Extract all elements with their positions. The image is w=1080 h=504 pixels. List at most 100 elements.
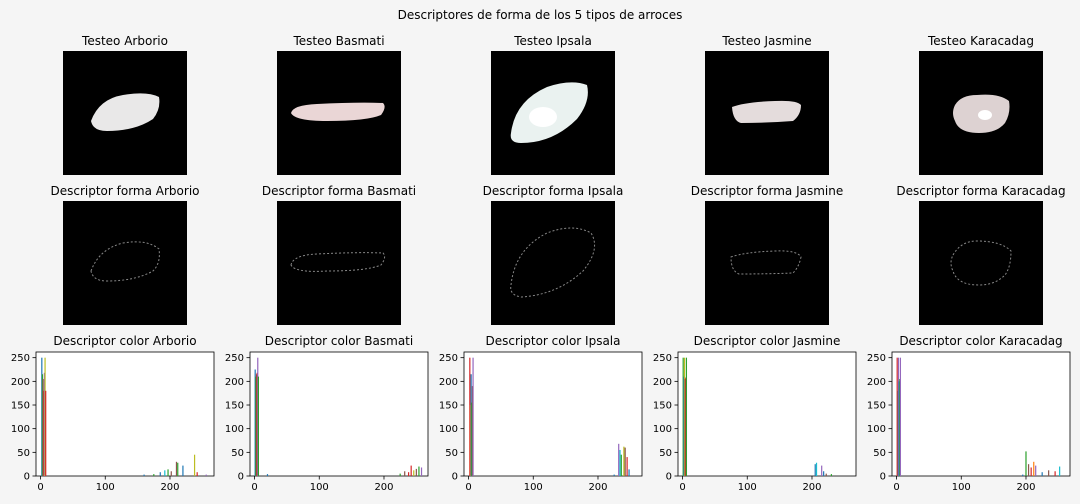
shape-title-jasmine: Descriptor forma Jasmine [690, 184, 844, 198]
histogram-bar [683, 357, 686, 476]
histogram-4: 0 50 100 150 200 250 0 100 200 [867, 351, 1071, 493]
histogram-bar [613, 474, 615, 476]
histogram-bar [257, 357, 259, 476]
histogram-bar [1027, 464, 1030, 476]
y-tick-label: 250 [653, 353, 672, 364]
x-tick-label: 0 [679, 482, 685, 493]
histogram-bar [182, 465, 184, 476]
y-tick-label: 50 [873, 448, 886, 459]
rice-image-jasmine [705, 51, 829, 175]
y-tick-label: 0 [880, 472, 886, 483]
y-tick-label: 250 [11, 353, 30, 364]
histogram-bar [470, 374, 472, 476]
histogram-bar [899, 357, 902, 476]
x-tick-label: 200 [588, 482, 607, 493]
histogram-bar [404, 471, 406, 476]
histogram-bar [43, 390, 45, 476]
histogram-bar [44, 357, 46, 476]
histogram-bar [684, 378, 686, 476]
histogram-bar [164, 470, 166, 476]
y-tick-label: 200 [867, 377, 886, 388]
x-tick-label: 100 [524, 482, 543, 493]
histogram-bar [1033, 461, 1035, 476]
histogram-bar [683, 376, 685, 476]
x-tick-label: 200 [1016, 482, 1035, 493]
histogram-bar [257, 376, 260, 476]
histogram-bar [196, 472, 198, 476]
x-tick-label: 100 [96, 482, 115, 493]
histogram-bar [175, 461, 178, 476]
y-tick-label: 150 [225, 401, 244, 412]
histogram-bar [415, 468, 417, 476]
histogram-frame [249, 351, 429, 477]
image-title-karacadag: Testeo Karacadag [927, 34, 1034, 48]
histogram-bar [825, 473, 827, 476]
histogram-bar [897, 357, 900, 476]
histogram-bar [896, 357, 898, 476]
histogram-bar [41, 374, 44, 476]
histogram-bar [898, 381, 900, 476]
y-tick-label: 0 [452, 472, 458, 483]
image-title-arborio: Testeo Arborio [82, 34, 168, 48]
y-tick-label: 200 [439, 377, 458, 388]
histogram-bar [1048, 470, 1050, 476]
histogram-bar [469, 405, 472, 476]
x-tick-label: 100 [310, 482, 329, 493]
x-tick-label: 200 [160, 482, 179, 493]
histogram-bar [619, 449, 621, 476]
image-title-ipsala: Testeo Ipsala [514, 34, 592, 48]
histogram-bar [143, 474, 145, 476]
histogram-bar [266, 474, 269, 476]
histogram-bar [42, 378, 44, 476]
histogram-bar [899, 378, 901, 476]
histogram-bar [45, 390, 47, 476]
color-title-jasmine: Descriptor color Jasmine [693, 334, 841, 348]
shape-title-ipsala: Descriptor forma Ipsala [482, 184, 624, 198]
histogram-bar [814, 464, 816, 476]
y-tick-label: 100 [225, 424, 244, 435]
x-tick-label: 200 [374, 482, 393, 493]
x-tick-label: 0 [251, 482, 257, 493]
y-tick-label: 0 [666, 472, 672, 483]
histogram-bar [1054, 471, 1056, 476]
histogram-frame [891, 351, 1071, 477]
histogram-bar [1035, 465, 1037, 476]
histogram-bar [1022, 474, 1024, 476]
histogram-bar [823, 471, 825, 476]
y-tick-label: 200 [653, 377, 672, 388]
shape-descriptor-karacadag [919, 201, 1043, 325]
histogram-3: 0 50 100 150 200 250 0 100 200 [653, 351, 857, 493]
x-tick-label: 200 [802, 482, 821, 493]
color-title-basmati: Descriptor color Basmati [264, 334, 414, 348]
shape-descriptor-ipsala [491, 201, 615, 325]
histogram-bar [256, 372, 258, 476]
histogram-bar [159, 472, 161, 476]
histogram-bar [413, 470, 415, 476]
histogram-frame [463, 351, 643, 477]
x-tick-label: 0 [37, 482, 43, 493]
histogram-bar [407, 472, 410, 476]
histogram-bar [177, 462, 179, 476]
histogram-bar [153, 474, 155, 476]
shape-title-karacadag: Descriptor forma Karacadag [896, 184, 1066, 198]
histogram-frame [677, 351, 857, 477]
y-tick-label: 0 [24, 472, 30, 483]
histogram-bar [469, 357, 471, 476]
histogram-bar [471, 386, 474, 476]
shape-descriptor-basmati [277, 201, 401, 325]
y-tick-label: 200 [11, 377, 30, 388]
histogram-bar [167, 469, 169, 476]
histogram-bar [420, 467, 423, 476]
rice-image-arborio [63, 51, 187, 175]
image-title-basmati: Testeo Basmati [293, 34, 385, 48]
histogram-frame [35, 351, 215, 477]
y-tick-label: 100 [11, 424, 30, 435]
histogram-bar [41, 357, 43, 476]
color-title-karacadag: Descriptor color Karacadag [899, 334, 1063, 348]
shape-title-arborio: Descriptor forma Arborio [50, 184, 200, 198]
histogram-bar [685, 357, 688, 476]
histogram-bar [623, 446, 625, 476]
histogram-bar [1059, 466, 1061, 476]
